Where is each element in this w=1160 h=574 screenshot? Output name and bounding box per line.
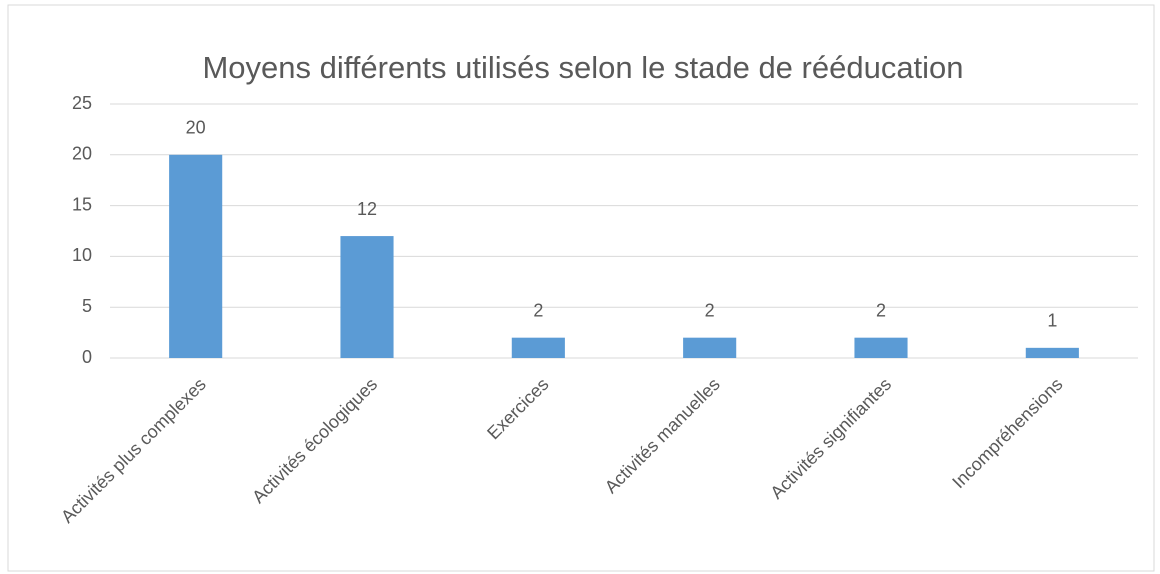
bar (683, 337, 737, 358)
data-label: 2 (876, 300, 886, 320)
y-tick-label: 10 (72, 245, 92, 265)
bar (854, 337, 908, 358)
y-tick-label: 25 (72, 93, 92, 113)
bar (340, 236, 394, 358)
y-tick-label: 5 (82, 296, 92, 316)
data-label: 20 (186, 118, 206, 138)
bar (1025, 347, 1079, 358)
y-tick-label: 20 (72, 144, 92, 164)
data-label: 2 (533, 300, 543, 320)
chart-title: Moyens différents utilisés selon le stad… (202, 50, 963, 85)
data-label: 2 (705, 300, 715, 320)
data-label: 1 (1047, 311, 1057, 331)
data-label: 12 (357, 199, 377, 219)
bar (169, 154, 223, 358)
bar (511, 337, 565, 358)
y-tick-label: 15 (72, 194, 92, 214)
y-tick-label: 0 (82, 347, 92, 367)
